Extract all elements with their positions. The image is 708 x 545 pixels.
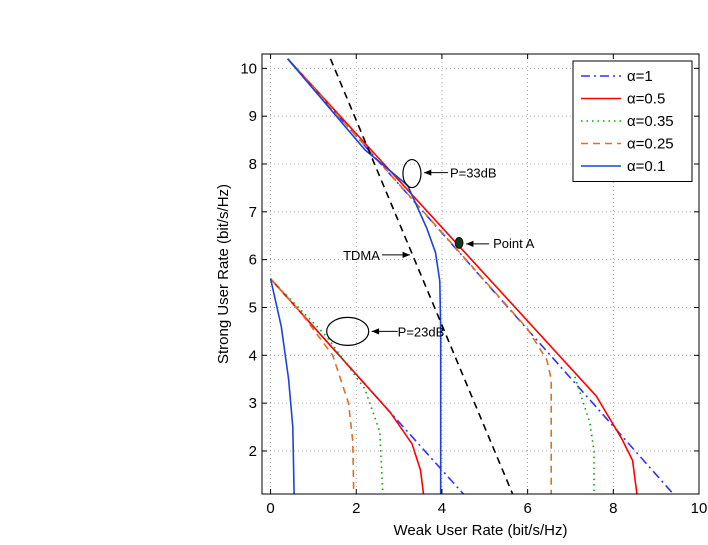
- series-layer: [269, 58, 674, 495]
- annotation-arrowhead: [371, 328, 380, 335]
- series-line: [287, 58, 552, 494]
- legend: α=1 α=0.5 α=0.35 α=0.25 α=0.1: [572, 60, 693, 182]
- x-tick-label: 4: [438, 500, 446, 517]
- y-tick-label: 7: [249, 204, 257, 221]
- x-tick-label: 10: [691, 500, 708, 517]
- series-line: [270, 278, 425, 495]
- series-line: [269, 278, 295, 495]
- x-tick-label: 0: [266, 500, 274, 517]
- legend-label: α=0.1: [627, 158, 665, 175]
- series-line: [287, 58, 442, 494]
- series-line: [270, 278, 355, 495]
- annotation-label: Point A: [493, 236, 535, 251]
- series-line: [329, 58, 514, 495]
- y-tick-label: 9: [249, 108, 257, 125]
- ticks: 0 2 4 6 8 10 2 3 4 5 6 7 8 9 10: [240, 54, 707, 517]
- legend-label: α=0.5: [627, 91, 665, 108]
- annotation-label: P=23dB: [398, 324, 445, 339]
- annotation-label: TDMA: [343, 248, 380, 263]
- legend-label: α=1: [627, 68, 653, 85]
- legend-label: α=0.25: [627, 136, 674, 153]
- x-tick-label: 8: [609, 500, 617, 517]
- p33-ellipse: [402, 158, 422, 189]
- plot-frame: [261, 53, 700, 495]
- y-tick-label: 5: [249, 299, 257, 316]
- annotation-arrowhead: [423, 169, 432, 176]
- y-tick-label: 3: [249, 395, 257, 412]
- y-tick-label: 4: [249, 347, 257, 364]
- annotation-arrowhead: [402, 251, 410, 258]
- y-tick-label: 6: [249, 252, 257, 269]
- annotation-arrowhead: [466, 240, 474, 248]
- series-line: [574, 376, 595, 494]
- annotations: P=33dB Point A TDMA P=23dB: [326, 158, 535, 346]
- series-line: [287, 58, 638, 495]
- x-tick-label: 6: [523, 500, 531, 517]
- y-tick-label: 8: [249, 156, 257, 173]
- annotation-label: P=33dB: [450, 166, 497, 181]
- legend-label: α=0.35: [627, 113, 674, 130]
- x-axis-label: Weak User Rate (bit/s/Hz): [394, 522, 568, 539]
- x-tick-label: 2: [352, 500, 360, 517]
- point-a-marker: [454, 237, 464, 249]
- p23-ellipse: [326, 316, 370, 346]
- y-tick-label: 2: [249, 443, 257, 460]
- y-axis-label: Strong User Rate (bit/s/Hz): [215, 184, 232, 364]
- y-tick-label: 10: [240, 60, 257, 77]
